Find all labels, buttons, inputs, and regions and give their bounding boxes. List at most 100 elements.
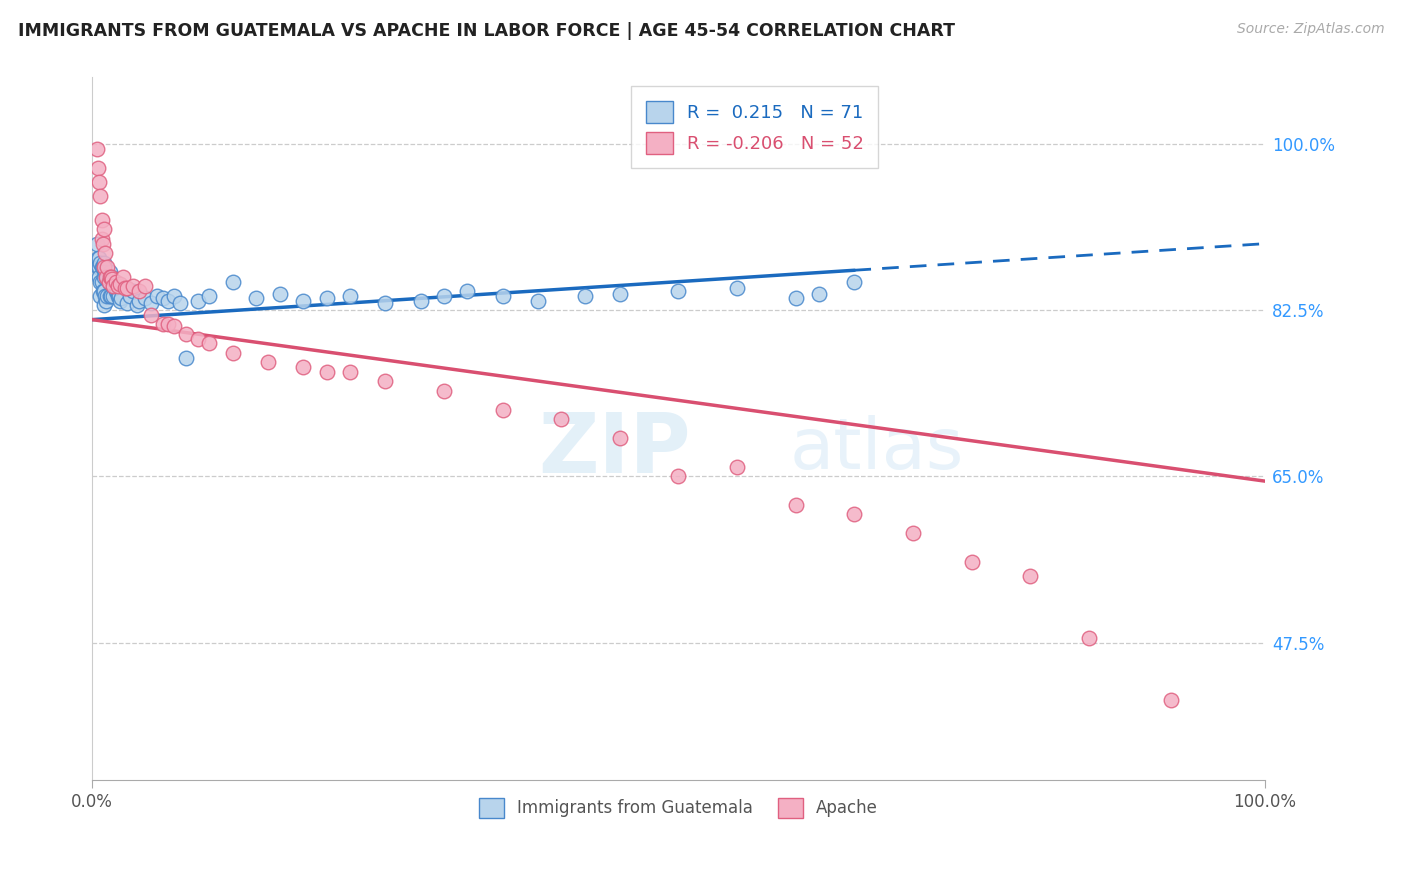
Point bbox=[491, 289, 513, 303]
Point bbox=[187, 293, 209, 308]
Point bbox=[785, 291, 807, 305]
Point bbox=[89, 275, 111, 289]
Point bbox=[110, 277, 132, 292]
Point bbox=[117, 281, 139, 295]
Legend: Immigrants from Guatemala, Apache: Immigrants from Guatemala, Apache bbox=[472, 791, 884, 825]
Point bbox=[100, 269, 122, 284]
Point bbox=[89, 269, 111, 284]
Point bbox=[107, 289, 129, 303]
Point bbox=[609, 287, 631, 301]
Point bbox=[98, 265, 121, 279]
Point bbox=[104, 275, 127, 289]
Point bbox=[222, 275, 245, 289]
Point bbox=[97, 275, 120, 289]
Text: atlas: atlas bbox=[790, 416, 965, 484]
Point bbox=[456, 284, 478, 298]
Text: IMMIGRANTS FROM GUATEMALA VS APACHE IN LABOR FORCE | AGE 45-54 CORRELATION CHART: IMMIGRANTS FROM GUATEMALA VS APACHE IN L… bbox=[18, 22, 955, 40]
Point bbox=[93, 222, 115, 236]
Point bbox=[89, 189, 111, 203]
Point bbox=[139, 296, 162, 310]
Point bbox=[94, 289, 117, 303]
Point bbox=[103, 289, 125, 303]
Point bbox=[785, 498, 807, 512]
Point bbox=[87, 260, 110, 275]
Point bbox=[87, 251, 110, 265]
Point bbox=[89, 255, 111, 269]
Point bbox=[89, 260, 111, 275]
Point bbox=[139, 308, 162, 322]
Point bbox=[91, 236, 114, 251]
Point bbox=[152, 291, 174, 305]
Point bbox=[94, 265, 117, 279]
Point bbox=[725, 459, 748, 474]
Point bbox=[104, 284, 127, 298]
Point bbox=[114, 281, 136, 295]
Point bbox=[960, 555, 983, 569]
Point bbox=[145, 289, 167, 303]
Point bbox=[103, 279, 125, 293]
Point bbox=[134, 279, 156, 293]
Point bbox=[101, 275, 124, 289]
Point bbox=[174, 351, 197, 365]
Point bbox=[491, 402, 513, 417]
Point bbox=[93, 284, 115, 298]
Text: ZIP: ZIP bbox=[537, 409, 690, 491]
Point bbox=[100, 269, 122, 284]
Point bbox=[526, 293, 548, 308]
Point bbox=[433, 384, 456, 398]
Point bbox=[157, 293, 180, 308]
Point bbox=[93, 260, 115, 275]
Point bbox=[90, 232, 112, 246]
Point bbox=[374, 296, 396, 310]
Point bbox=[105, 284, 128, 298]
Point bbox=[122, 279, 145, 293]
Point bbox=[122, 284, 145, 298]
Point bbox=[98, 289, 121, 303]
Point bbox=[97, 275, 120, 289]
Point bbox=[91, 260, 114, 275]
Point bbox=[101, 272, 124, 286]
Point bbox=[315, 365, 337, 379]
Point bbox=[374, 375, 396, 389]
Point bbox=[550, 412, 572, 426]
Point bbox=[89, 175, 111, 189]
Point bbox=[100, 289, 122, 303]
Point bbox=[222, 346, 245, 360]
Point bbox=[93, 255, 115, 269]
Point bbox=[86, 236, 108, 251]
Point bbox=[844, 275, 866, 289]
Point bbox=[1077, 631, 1099, 645]
Point bbox=[844, 508, 866, 522]
Point bbox=[107, 279, 129, 293]
Point bbox=[163, 319, 186, 334]
Point bbox=[1160, 692, 1182, 706]
Point bbox=[901, 526, 924, 541]
Point bbox=[96, 293, 118, 308]
Text: Source: ZipAtlas.com: Source: ZipAtlas.com bbox=[1237, 22, 1385, 37]
Point bbox=[668, 469, 690, 483]
Point bbox=[292, 360, 315, 375]
Point bbox=[292, 293, 315, 308]
Point bbox=[89, 251, 111, 265]
Point bbox=[187, 332, 209, 346]
Point bbox=[103, 279, 125, 293]
Point bbox=[574, 289, 596, 303]
Point bbox=[111, 269, 134, 284]
Point bbox=[257, 355, 280, 369]
Point bbox=[94, 246, 117, 260]
Point bbox=[668, 284, 690, 298]
Point bbox=[98, 269, 121, 284]
Point bbox=[315, 291, 337, 305]
Point bbox=[609, 431, 631, 445]
Point bbox=[90, 213, 112, 227]
Point bbox=[96, 269, 118, 284]
Point bbox=[128, 293, 150, 308]
Point bbox=[86, 142, 108, 156]
Point bbox=[269, 287, 291, 301]
Point bbox=[134, 291, 156, 305]
Point bbox=[128, 284, 150, 298]
Point bbox=[1019, 569, 1042, 583]
Point bbox=[117, 296, 139, 310]
Point bbox=[96, 289, 118, 303]
Point bbox=[725, 281, 748, 295]
